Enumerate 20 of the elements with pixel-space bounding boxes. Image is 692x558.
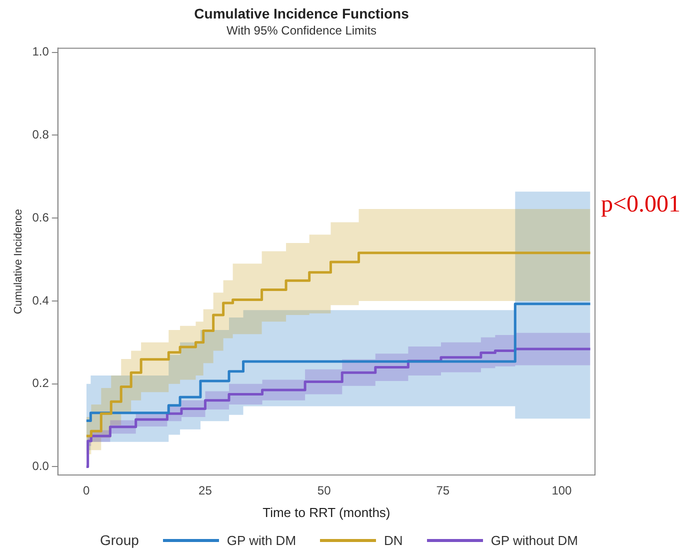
y-axis-title: Cumulative Incidence: [12, 209, 25, 314]
chart-title: Cumulative Incidence Functions: [194, 5, 410, 22]
text: p<0.001: [601, 191, 681, 218]
x-tick-label: 50: [317, 484, 332, 498]
x-axis-title: Time to RRT (months): [262, 504, 390, 520]
x-tick-label: 25: [198, 484, 212, 498]
y-tick-label: 0.6: [32, 210, 50, 224]
chart-subtitle: With 95% Confidence Limits: [226, 23, 377, 38]
y-tick-label: 0.8: [32, 128, 50, 142]
legend-label: GP with DM: [226, 532, 296, 548]
y-tick-label: 0.0: [32, 459, 50, 474]
legend-label: DN: [384, 532, 403, 548]
y-tick-label: 1.0: [32, 44, 50, 59]
x-tick-label: 75: [436, 484, 450, 498]
x-tick-label: 0: [83, 484, 90, 498]
y-tick-label: 0.2: [32, 376, 50, 390]
legend-label: GP without DM: [490, 532, 578, 548]
x-tick-label: 100: [552, 484, 572, 498]
y-tick-label: 0.4: [32, 293, 50, 308]
legend-title: Group: [100, 532, 139, 548]
